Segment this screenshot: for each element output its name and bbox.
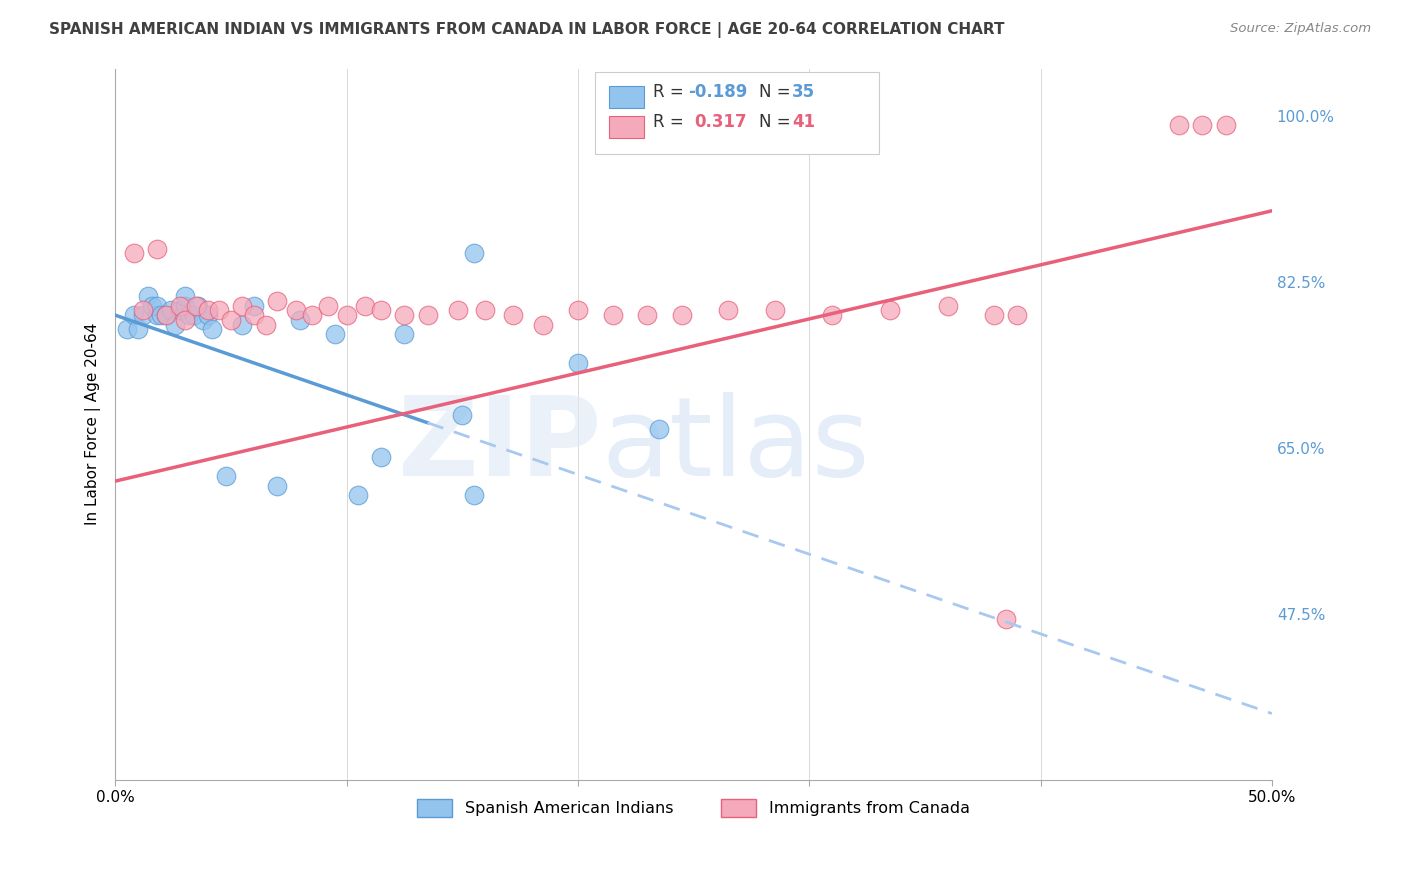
Point (463, 488, 485, 502)
Point (169, 299, 191, 313)
Point (132, 303, 155, 318)
Point (763, 303, 786, 318)
Point (132, 308, 155, 322)
Point (243, 299, 266, 313)
Point (173, 289, 195, 303)
Point (146, 299, 169, 313)
Point (463, 246, 485, 260)
Point (290, 313, 312, 327)
Point (136, 289, 159, 303)
Point (165, 318, 187, 332)
Point (173, 299, 195, 313)
Text: -0.189: -0.189 (688, 83, 747, 101)
Point (602, 308, 624, 322)
Point (122, 246, 145, 260)
Point (197, 303, 219, 318)
Point (316, 299, 339, 313)
Text: R =: R = (652, 113, 695, 131)
Point (179, 308, 201, 322)
Text: 35: 35 (792, 83, 815, 101)
Point (821, 308, 844, 322)
Point (201, 322, 224, 336)
Point (347, 488, 370, 502)
Point (146, 242, 169, 256)
Point (446, 303, 468, 318)
Point (567, 303, 589, 318)
Point (983, 308, 1005, 322)
Point (208, 303, 231, 318)
Point (231, 299, 253, 313)
Point (254, 318, 277, 332)
Point (354, 299, 377, 313)
FancyBboxPatch shape (609, 116, 644, 137)
Point (187, 299, 209, 313)
Text: 41: 41 (792, 113, 815, 131)
Legend: Spanish American Indians, Immigrants from Canada: Spanish American Indians, Immigrants fro… (409, 791, 979, 825)
Text: R =: R = (652, 83, 689, 101)
Point (451, 408, 474, 422)
Point (717, 303, 740, 318)
Text: N =: N = (759, 113, 796, 131)
Point (994, 612, 1017, 626)
Point (1191, 119, 1213, 133)
Point (159, 303, 181, 318)
Text: ZIP: ZIP (398, 392, 600, 500)
Point (173, 313, 195, 327)
Point (1168, 119, 1191, 133)
Point (394, 308, 416, 322)
Point (1215, 119, 1237, 133)
Point (323, 327, 346, 342)
Point (141, 299, 163, 313)
Point (416, 308, 439, 322)
Point (502, 308, 524, 322)
Point (127, 322, 149, 336)
Point (183, 308, 205, 322)
Point (936, 299, 959, 313)
Text: 0.317: 0.317 (695, 113, 748, 131)
Text: Source: ZipAtlas.com: Source: ZipAtlas.com (1230, 22, 1371, 36)
Point (186, 299, 208, 313)
Point (155, 308, 177, 322)
Point (115, 322, 138, 336)
Point (671, 308, 693, 322)
Point (1007, 308, 1029, 322)
Point (122, 308, 145, 322)
Point (155, 308, 177, 322)
Text: SPANISH AMERICAN INDIAN VS IMMIGRANTS FROM CANADA IN LABOR FORCE | AGE 20-64 COR: SPANISH AMERICAN INDIAN VS IMMIGRANTS FR… (49, 22, 1005, 38)
Point (169, 303, 191, 318)
Point (648, 422, 671, 436)
Point (219, 313, 242, 327)
Text: N =: N = (759, 83, 796, 101)
Y-axis label: In Labor Force | Age 20-64: In Labor Force | Age 20-64 (86, 323, 101, 525)
Point (370, 303, 392, 318)
FancyBboxPatch shape (609, 87, 644, 108)
Point (231, 318, 253, 332)
Point (197, 308, 219, 322)
Point (284, 303, 307, 318)
Point (191, 313, 214, 327)
Point (879, 303, 901, 318)
Point (146, 308, 169, 322)
FancyBboxPatch shape (595, 72, 879, 154)
Point (394, 327, 416, 342)
Point (370, 450, 392, 465)
Point (266, 479, 288, 493)
Point (215, 469, 238, 483)
Point (567, 355, 589, 369)
Point (266, 293, 288, 308)
Point (531, 318, 554, 332)
Point (335, 308, 357, 322)
Point (474, 303, 496, 318)
Point (636, 308, 658, 322)
Point (301, 308, 323, 322)
Point (150, 308, 173, 322)
Point (243, 308, 266, 322)
Text: atlas: atlas (600, 392, 869, 500)
